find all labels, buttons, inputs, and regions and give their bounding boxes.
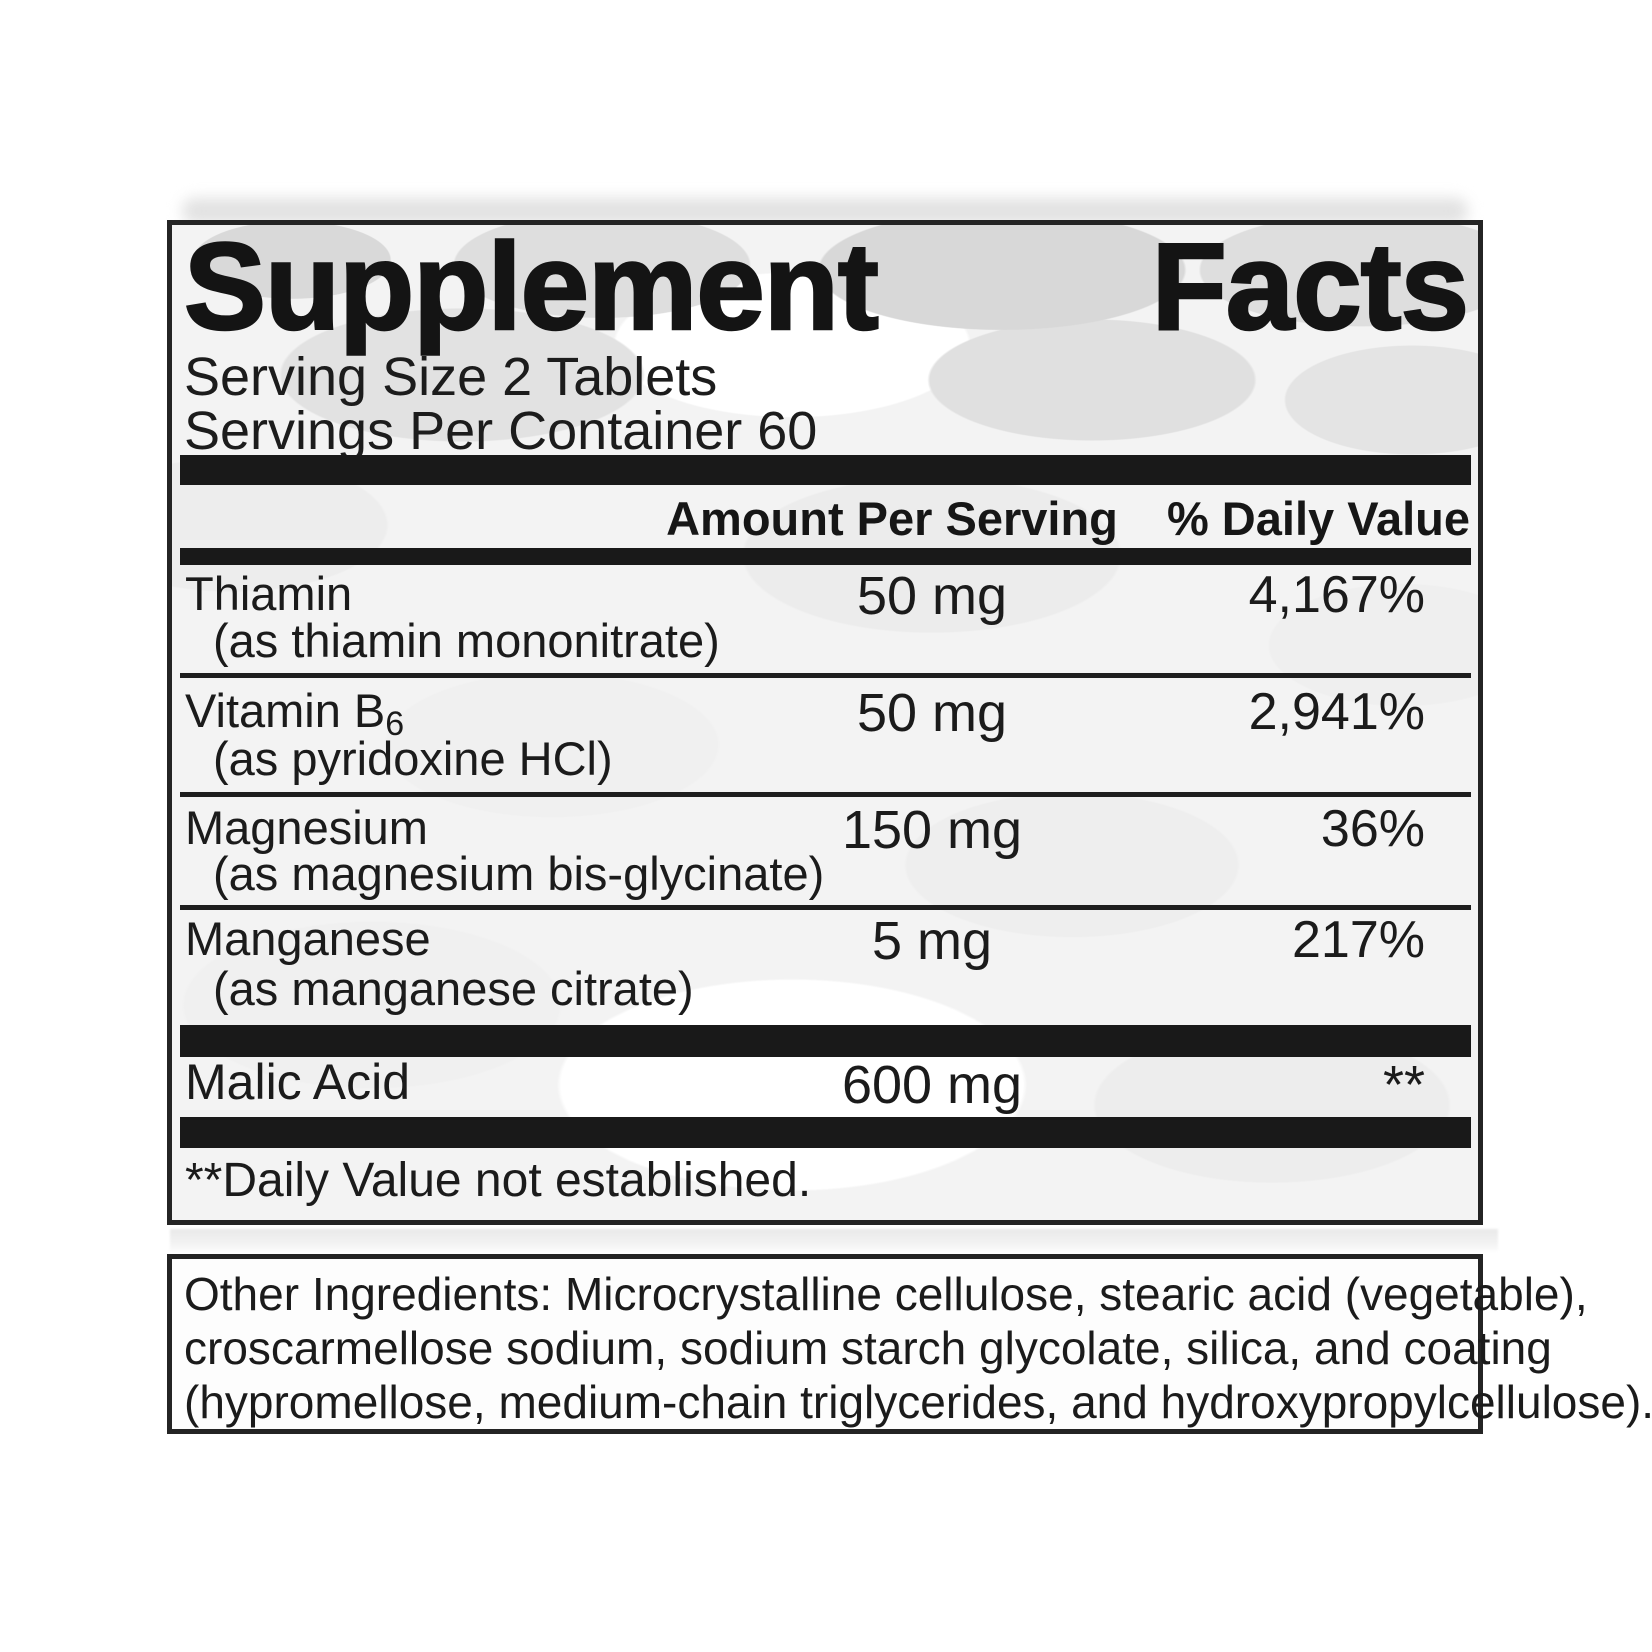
title-word-supplement: Supplement — [183, 219, 880, 356]
label-edge-shadow — [170, 1229, 1498, 1251]
nutrient-dv-vitamin-b6: 2,941% — [1248, 683, 1425, 741]
nutrient-dv-manganese: 217% — [1292, 911, 1425, 969]
column-header-daily-value: % Daily Value — [1166, 492, 1470, 545]
nutrient-dv-magnesium: 36% — [1320, 800, 1425, 858]
thick-divider-middle — [180, 1025, 1471, 1057]
thick-divider-header — [180, 548, 1471, 565]
vitamin-b-text: Vitamin B — [185, 684, 386, 737]
nutrient-name-manganese: Manganese — [185, 912, 431, 965]
nutrient-amount-manganese: 5 mg — [871, 911, 993, 971]
nutrient-source-thiamin: (as thiamin mononitrate) — [213, 614, 720, 667]
nutrient-source-magnesium: (as magnesium bis-glycinate) — [213, 847, 825, 900]
nutrient-name-vitamin-b6: Vitamin B6 — [185, 686, 404, 749]
serving-size: Serving Size 2 Tablets — [184, 347, 718, 407]
nutrient-name-thiamin: Thiamin — [185, 567, 353, 620]
daily-value-footnote: **Daily Value not established. — [185, 1154, 812, 1207]
panel-title: Supplement Facts — [183, 219, 1471, 356]
thick-divider-top — [180, 455, 1471, 485]
column-header-amount: Amount Per Serving — [666, 492, 1118, 545]
nutrient-dv-malic-acid: ** — [1382, 1055, 1425, 1115]
nutrient-amount-malic-acid: 600 mg — [841, 1055, 1023, 1115]
nutrient-amount-vitamin-b6: 50 mg — [856, 683, 1008, 743]
servings-per-container: Servings Per Container 60 — [184, 401, 818, 461]
other-ingredients-line-2: croscarmellose sodium, sodium starch gly… — [184, 1322, 1552, 1374]
vitamin-b-subscript: 6 — [385, 705, 405, 743]
thick-divider-bottom — [180, 1117, 1471, 1148]
title-word-facts: Facts — [1150, 219, 1470, 356]
nutrient-source-vitamin-b6: (as pyridoxine HCl) — [213, 732, 613, 785]
supplement-facts-panel: Supplement Facts Serving Size 2 Tablets … — [167, 220, 1483, 1225]
other-ingredients-panel: Other Ingredients: Microcrystalline cell… — [167, 1254, 1652, 1434]
nutrient-dv-thiamin: 4,167% — [1248, 566, 1425, 624]
other-ingredients-line-3: (hypromellose, medium-chain triglyceride… — [184, 1376, 1652, 1428]
nutrient-amount-magnesium: 150 mg — [841, 800, 1023, 860]
supplement-facts-content: Supplement Facts Serving Size 2 Tablets … — [172, 225, 1478, 1220]
row-divider — [180, 905, 1471, 910]
nutrient-source-manganese: (as manganese citrate) — [213, 962, 694, 1015]
nutrient-amount-thiamin: 50 mg — [856, 566, 1008, 626]
other-ingredients-line-1: Other Ingredients: Microcrystalline cell… — [184, 1268, 1588, 1320]
nutrient-name-malic-acid: Malic Acid — [185, 1054, 411, 1110]
background-shading — [182, 198, 1468, 224]
nutrient-name-magnesium: Magnesium — [185, 801, 428, 854]
row-divider — [180, 673, 1471, 678]
row-divider — [180, 792, 1471, 797]
